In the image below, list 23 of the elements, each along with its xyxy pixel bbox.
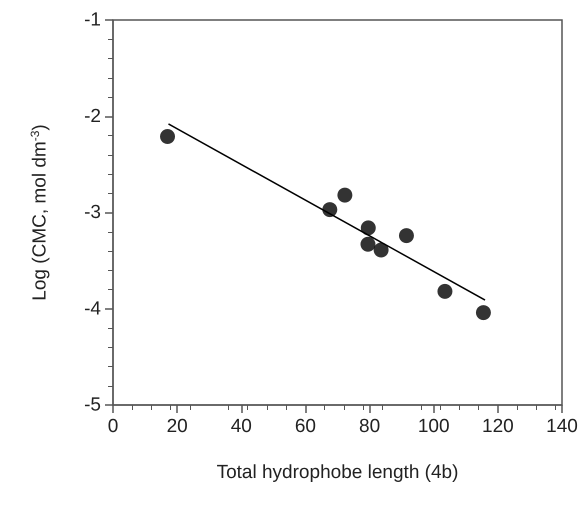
point xyxy=(337,188,352,203)
point xyxy=(360,236,376,252)
y-tick-label: -3 xyxy=(84,202,101,223)
point xyxy=(374,242,389,258)
x-tick-label: 0 xyxy=(108,416,118,437)
y-tick-label: -1 xyxy=(84,10,101,30)
point xyxy=(360,220,376,236)
x-tick-label: 60 xyxy=(294,416,316,437)
y-tick-label: -5 xyxy=(84,394,101,416)
x-tick-label: 140 xyxy=(546,416,578,437)
x-tick-label: 120 xyxy=(482,416,514,437)
point xyxy=(398,228,414,244)
y-axis-title: Log (CMC, mol dm-3) xyxy=(28,124,50,301)
x-tick-label: 100 xyxy=(418,416,450,437)
y-tick-label: -4 xyxy=(84,298,102,320)
x-tick-label: 40 xyxy=(230,416,252,437)
y-tick-label: -2 xyxy=(84,106,101,127)
x-tick-label: 80 xyxy=(359,416,380,437)
x-tick-label: 20 xyxy=(166,416,188,437)
point xyxy=(160,128,176,144)
point xyxy=(476,305,491,320)
point xyxy=(437,284,452,299)
x-axis-title: Total hydrophobe length (4b) xyxy=(216,462,458,483)
